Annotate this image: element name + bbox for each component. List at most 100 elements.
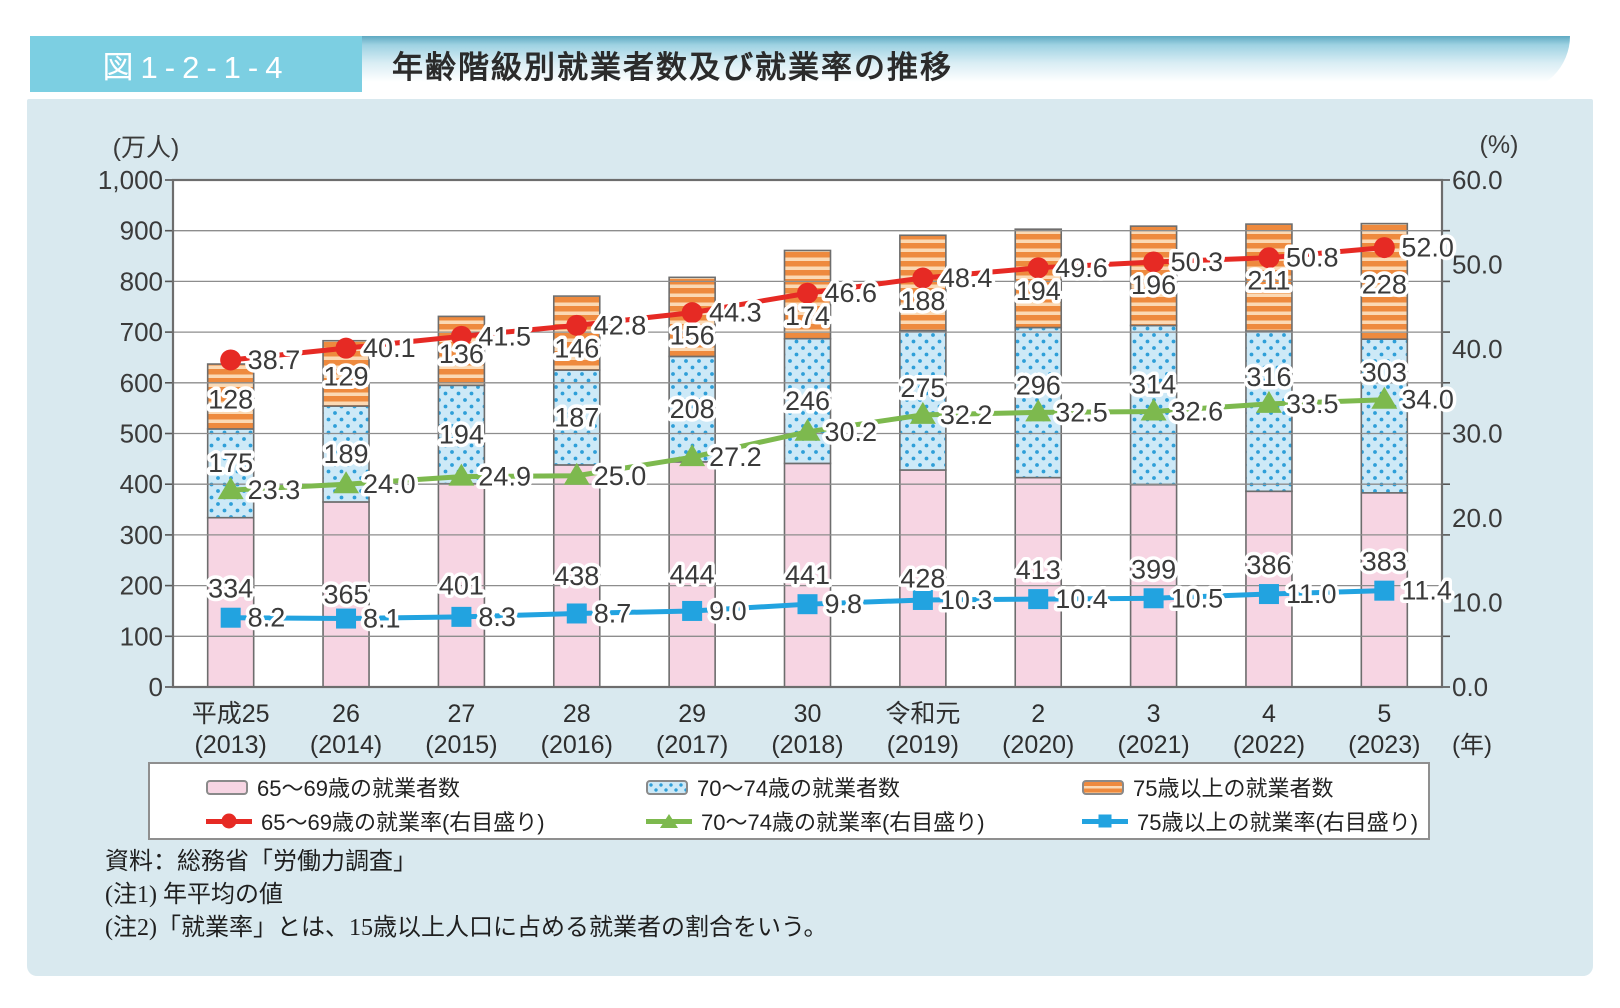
svg-text:200: 200 [120, 571, 163, 601]
svg-text:9.8: 9.8 [825, 589, 863, 619]
svg-text:194: 194 [1016, 276, 1061, 306]
svg-text:314: 314 [1131, 370, 1176, 400]
svg-text:413: 413 [1016, 555, 1061, 585]
svg-text:303: 303 [1362, 358, 1407, 388]
svg-text:27(2015): 27 (2015) [425, 700, 497, 759]
legend-label: 75歳以上の就業率(右目盛り) [1137, 810, 1419, 835]
page-title: 年齢階級別就業者数及び就業率の推移 [392, 49, 953, 85]
svg-text:28(2016): 28 (2016) [541, 700, 613, 759]
svg-text:52.0: 52.0 [1401, 233, 1454, 263]
svg-text:20.0: 20.0 [1452, 503, 1503, 533]
svg-text:5(2023): 5 (2023) [1348, 700, 1420, 759]
svg-text:146: 146 [554, 333, 599, 363]
source-note: 資料：総務省「労働力調査」 [105, 849, 417, 875]
footnotes: 資料：総務省「労働力調査」 (注1) 年平均の値 (注2)「就業率」とは、15歳… [105, 846, 828, 945]
svg-text:500: 500 [120, 419, 163, 449]
legend-row-bars: 65〜69歳の就業者数 70〜74歳の就業者数 75歳以上の就業者数 [150, 771, 1428, 801]
svg-text:100: 100 [120, 621, 163, 651]
svg-text:187: 187 [554, 403, 599, 433]
svg-text:32.2: 32.2 [940, 400, 993, 430]
svg-text:30(2018): 30 (2018) [771, 700, 843, 759]
axis-labels: 0 100 200 300 400 500 600 700 800 900 1,000 0.0 10.0… [98, 131, 1519, 702]
svg-text:444: 444 [670, 559, 715, 589]
svg-text:38.7: 38.7 [248, 345, 301, 375]
svg-text:(年): (年) [1452, 732, 1492, 759]
svg-text:600: 600 [120, 368, 163, 398]
svg-text:10.0: 10.0 [1452, 588, 1503, 618]
legend-label: 65〜69歳の就業率(右目盛り) [261, 810, 545, 835]
legend-row-lines: 65〜69歳の就業率(右目盛り) 70〜74歳の就業率(右目盛り) 75歳以上の… [150, 805, 1428, 835]
svg-text:275: 275 [900, 373, 945, 403]
svg-text:34.0: 34.0 [1401, 385, 1454, 415]
svg-text:33.5: 33.5 [1286, 389, 1339, 419]
svg-text:42.8: 42.8 [594, 310, 647, 340]
svg-text:174: 174 [785, 301, 830, 331]
legend-label: 65〜69歳の就業者数 [257, 776, 460, 801]
note-1: (注1) 年平均の値 [105, 882, 283, 908]
legend-item-70-74-rate: 70〜74歳の就業率(右目盛り) [646, 805, 1082, 837]
svg-text:46.6: 46.6 [825, 278, 878, 308]
triangle-marker-icon [660, 814, 678, 828]
svg-text:41.5: 41.5 [478, 321, 531, 351]
legend-label: 70〜74歳の就業者数 [697, 776, 900, 801]
svg-text:386: 386 [1246, 550, 1291, 580]
legend-item-70-74-count: 70〜74歳の就業者数 [646, 771, 1082, 803]
svg-text:24.0: 24.0 [363, 469, 416, 499]
svg-text:0: 0 [149, 672, 163, 702]
bar-value-labels: 334 175 128 365 189 129 401 194 136 438 187 146 444 2… [205, 262, 1411, 613]
svg-text:129: 129 [324, 361, 369, 391]
svg-text:296: 296 [1016, 370, 1061, 400]
svg-text:383: 383 [1362, 547, 1407, 577]
svg-text:60.0: 60.0 [1452, 165, 1503, 195]
svg-text:900: 900 [120, 216, 163, 246]
svg-text:399: 399 [1131, 554, 1176, 584]
svg-text:令和元(2019): 令和元(2019) [885, 700, 960, 759]
legend-label: 70〜74歳の就業率(右目盛り) [701, 810, 985, 835]
legend: 65〜69歳の就業者数 70〜74歳の就業者数 75歳以上の就業者数 65〜69… [148, 762, 1430, 840]
svg-text:441: 441 [785, 560, 830, 590]
svg-text:128: 128 [208, 384, 253, 414]
svg-text:8.2: 8.2 [248, 603, 286, 633]
svg-text:30.0: 30.0 [1452, 419, 1503, 449]
figure-number-badge: 図1-2-1-4 [30, 36, 362, 92]
svg-text:32.6: 32.6 [1171, 397, 1224, 427]
svg-text:24.9: 24.9 [478, 462, 531, 492]
svg-text:8.3: 8.3 [478, 602, 516, 632]
legend-item-75-count: 75歳以上の就業者数 [1082, 771, 1428, 803]
legend-item-65-69-rate: 65〜69歳の就業率(右目盛り) [206, 805, 646, 837]
svg-text:156: 156 [670, 321, 715, 351]
svg-text:(万人): (万人) [113, 134, 180, 162]
figure-number: 図1-2-1-4 [102, 49, 290, 85]
legend-item-75-rate: 75歳以上の就業率(右目盛り) [1082, 805, 1428, 837]
svg-text:10.4: 10.4 [1055, 584, 1108, 614]
svg-text:27.2: 27.2 [709, 442, 762, 472]
svg-text:800: 800 [120, 266, 163, 296]
svg-text:189: 189 [324, 439, 369, 469]
svg-text:175: 175 [208, 448, 253, 478]
red-line-swatch [206, 813, 252, 829]
svg-text:(%): (%) [1480, 131, 1519, 159]
svg-text:400: 400 [120, 469, 163, 499]
svg-text:334: 334 [208, 574, 253, 604]
svg-text:1,000: 1,000 [98, 165, 163, 195]
svg-text:194: 194 [439, 420, 484, 450]
legend-item-65-69-count: 65〜69歳の就業者数 [206, 771, 646, 803]
svg-text:228: 228 [1362, 269, 1407, 299]
svg-text:8.1: 8.1 [363, 604, 401, 634]
svg-text:0.0: 0.0 [1452, 672, 1488, 702]
svg-text:40.1: 40.1 [363, 333, 416, 363]
svg-text:700: 700 [120, 317, 163, 347]
svg-text:4(2022): 4 (2022) [1233, 700, 1305, 759]
svg-text:136: 136 [439, 339, 484, 369]
svg-text:401: 401 [439, 570, 484, 600]
svg-text:25.0: 25.0 [594, 461, 647, 491]
green-line-swatch [646, 814, 692, 828]
rate-value-labels: 38.7 40.1 41.5 42.8 44.3 46.6 48.4 49.6 50.3 50.8… [244, 229, 1457, 637]
svg-text:211: 211 [1247, 266, 1290, 296]
x-axis-labels: 平成25 (2013) 26 (2014) 27 (2015) 28 (2016) 29 (201… [192, 700, 1492, 759]
svg-text:438: 438 [554, 561, 599, 591]
svg-text:300: 300 [120, 520, 163, 550]
svg-text:246: 246 [785, 386, 830, 416]
